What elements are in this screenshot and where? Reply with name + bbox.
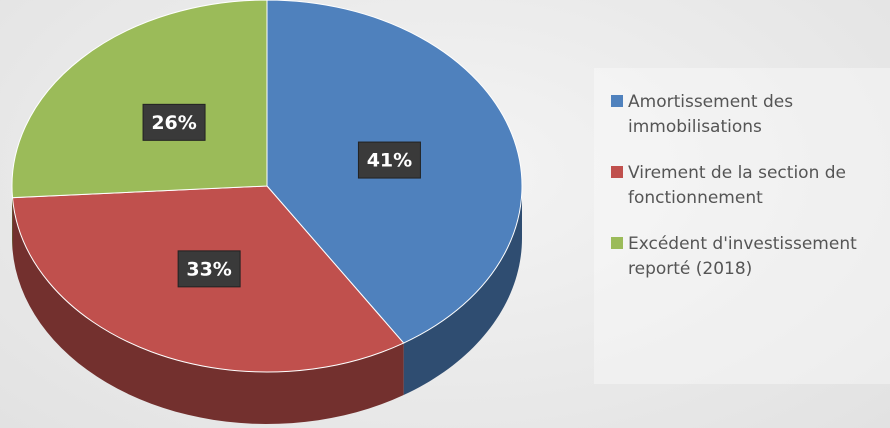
legend-label: Excédent d'investissement reporté (2018) (628, 234, 857, 279)
chart: 41% 33% 26% (11, 0, 523, 424)
data-label: 41% (367, 150, 412, 172)
label-box (142, 103, 206, 141)
legend: Amortissement des immobilisations Viremen… (594, 68, 890, 384)
label-box (357, 141, 421, 179)
slice-side (403, 186, 522, 396)
legend-label: Amortissement des immobilisations (628, 92, 794, 137)
data-label: 33% (186, 258, 231, 280)
legend-swatch (611, 95, 623, 107)
slice (11, 0, 268, 199)
legend-entry: Excédent d'investissement reporté (2018) (611, 232, 890, 282)
legend-label: Virement de la section de fonctionnement (628, 163, 846, 208)
slice-side (12, 197, 404, 424)
data-label: 26% (151, 112, 196, 134)
legend-entry: Amortissement des immobilisations (611, 90, 890, 140)
legend-swatch (611, 166, 623, 178)
legend-swatch (611, 237, 623, 249)
label-box (177, 250, 241, 288)
slice-side (12, 186, 13, 250)
legend-entry: Virement de la section de fonctionnement (611, 161, 890, 211)
